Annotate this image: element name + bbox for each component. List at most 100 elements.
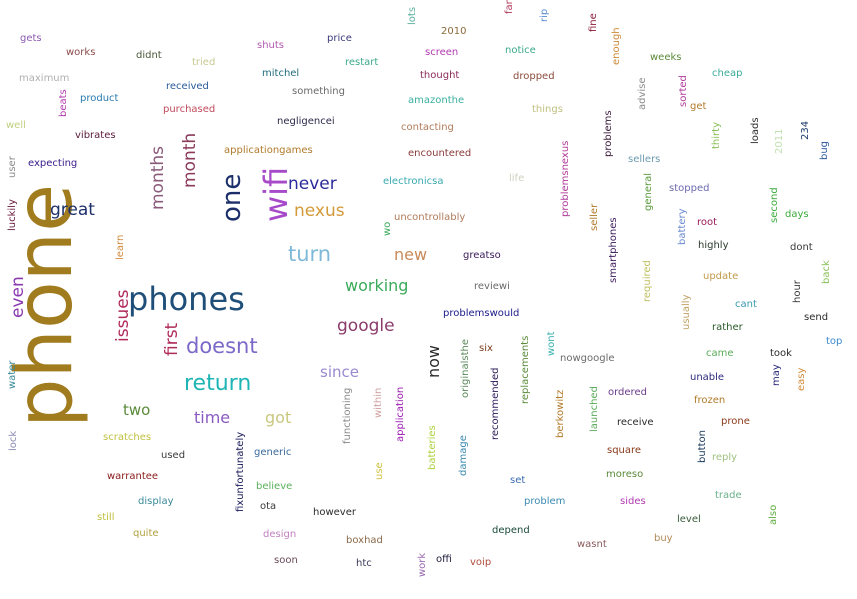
cloud-word: ordered — [608, 387, 647, 398]
cloud-word: six — [479, 343, 493, 354]
cloud-word: well — [6, 120, 26, 131]
cloud-word: mitchel — [262, 68, 300, 79]
cloud-word: buy — [654, 533, 673, 544]
cloud-word: berkowitz — [555, 389, 566, 438]
cloud-word: water — [7, 360, 18, 390]
cloud-word: cant — [735, 299, 757, 310]
cloud-word: sides — [620, 496, 646, 507]
cloud-word: lock — [8, 430, 19, 451]
cloud-word: hour — [792, 280, 803, 303]
cloud-word: maximum — [19, 73, 70, 84]
cloud-word: usually — [681, 294, 692, 331]
cloud-word: generic — [254, 447, 292, 458]
cloud-word: greatso — [463, 250, 501, 261]
cloud-word: root — [697, 217, 718, 228]
cloud-word: problemswould — [443, 308, 520, 319]
cloud-word: never — [288, 174, 337, 194]
cloud-word: sorted — [678, 75, 689, 107]
cloud-word: back — [821, 260, 832, 284]
cloud-word: weeks — [650, 52, 682, 63]
cloud-word: month — [180, 132, 200, 188]
cloud-word: received — [166, 81, 209, 92]
cloud-word: quite — [133, 528, 159, 539]
cloud-word: nexus — [294, 201, 345, 221]
cloud-word: level — [677, 514, 701, 525]
cloud-word: loads — [750, 117, 761, 144]
cloud-word: set — [510, 475, 526, 486]
cloud-word: return — [184, 371, 252, 396]
cloud-word: highly — [698, 240, 729, 251]
cloud-word: smartphones — [608, 217, 619, 283]
cloud-word: google — [337, 316, 395, 336]
cloud-word: display — [138, 496, 174, 507]
cloud-word: use — [374, 462, 385, 480]
cloud-word: update — [703, 271, 739, 282]
cloud-word: depend — [492, 525, 530, 536]
cloud-word: battery — [677, 208, 688, 246]
cloud-word: button — [697, 430, 708, 463]
cloud-word: rip — [539, 8, 550, 22]
cloud-word: beats — [58, 89, 69, 117]
cloud-word: contacting — [401, 122, 454, 133]
cloud-word: htc — [356, 558, 372, 569]
cloud-word: originalsthe — [460, 339, 471, 398]
cloud-word: life — [509, 173, 525, 184]
cloud-word: launched — [589, 386, 600, 432]
cloud-word: fan — [504, 0, 515, 14]
cloud-word: stopped — [669, 183, 710, 194]
cloud-word: gets — [20, 33, 42, 44]
cloud-word: issues — [113, 289, 133, 342]
cloud-word: thought — [420, 70, 460, 81]
cloud-word: amazonthe — [408, 95, 465, 106]
cloud-word: receive — [617, 417, 654, 428]
cloud-word: batteries — [427, 425, 438, 470]
cloud-word: wo — [382, 221, 393, 236]
cloud-word: uncontrollably — [394, 212, 466, 223]
cloud-word: new — [394, 245, 428, 264]
cloud-word: cheap — [712, 68, 743, 79]
cloud-word: reviewi — [474, 281, 510, 292]
cloud-word: wont — [546, 331, 557, 356]
cloud-word: came — [706, 348, 734, 359]
cloud-word: boxhad — [346, 535, 383, 546]
cloud-word: general — [643, 172, 654, 211]
cloud-word: days — [785, 209, 809, 220]
cloud-word: restart — [345, 57, 379, 68]
cloud-word: works — [66, 47, 96, 58]
cloud-word: second — [769, 187, 780, 223]
cloud-word: doesnt — [186, 334, 258, 358]
cloud-word: sellers — [628, 154, 661, 165]
cloud-word: purchased — [163, 104, 216, 115]
cloud-word: fine — [588, 13, 599, 32]
cloud-word: applicationgames — [224, 145, 313, 156]
cloud-word: lots — [407, 6, 418, 25]
cloud-word: warrantee — [107, 471, 159, 482]
cloud-word: vibrates — [75, 130, 116, 141]
cloud-word: damage — [458, 435, 469, 476]
cloud-word: advise — [637, 77, 648, 110]
cloud-word: problems — [603, 110, 614, 157]
cloud-word: electronicsa — [383, 176, 444, 187]
cloud-word: nowgoogle — [560, 353, 615, 364]
cloud-word: scratches — [103, 432, 152, 443]
cloud-word: replacements — [520, 335, 531, 404]
cloud-word: encountered — [408, 148, 472, 159]
cloud-word: dropped — [513, 71, 555, 82]
cloud-word: recommended — [490, 367, 501, 440]
cloud-word: user — [7, 156, 18, 178]
cloud-word: working — [345, 276, 409, 295]
cloud-word: voip — [470, 557, 492, 568]
cloud-word: required — [642, 260, 653, 302]
cloud-word: seller — [589, 203, 600, 231]
cloud-word: bug — [819, 140, 830, 160]
cloud-word: phones — [128, 280, 245, 318]
cloud-word: negligencei — [277, 116, 335, 127]
cloud-word: product — [80, 93, 119, 104]
cloud-word: rather — [712, 322, 743, 333]
cloud-word: get — [690, 101, 707, 112]
cloud-word: luckily — [7, 199, 18, 231]
cloud-word: design — [263, 529, 297, 540]
cloud-word: time — [194, 408, 231, 427]
cloud-word: offi — [436, 554, 452, 565]
